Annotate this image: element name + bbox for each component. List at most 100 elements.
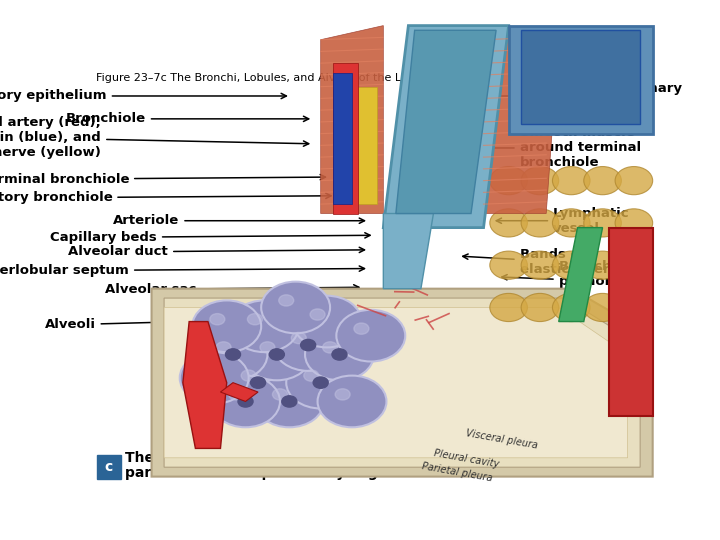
Circle shape: [552, 166, 590, 195]
Text: c: c: [105, 460, 113, 474]
Text: Respiratory bronchiole: Respiratory bronchiole: [0, 191, 331, 204]
Text: Bronchial artery (red),
vein (blue), and
nerve (yellow): Bronchial artery (red), vein (blue), and…: [0, 116, 309, 159]
Circle shape: [354, 323, 369, 334]
Circle shape: [261, 282, 330, 333]
Circle shape: [490, 251, 527, 279]
FancyBboxPatch shape: [97, 455, 121, 480]
Circle shape: [197, 365, 212, 376]
Circle shape: [521, 293, 559, 322]
Polygon shape: [320, 25, 383, 213]
Polygon shape: [383, 25, 508, 228]
Circle shape: [615, 293, 652, 322]
Circle shape: [211, 376, 280, 427]
Circle shape: [292, 296, 361, 347]
Polygon shape: [508, 25, 652, 134]
Circle shape: [552, 251, 590, 279]
Circle shape: [521, 251, 559, 279]
Polygon shape: [521, 30, 640, 124]
Circle shape: [615, 166, 652, 195]
Polygon shape: [152, 289, 652, 477]
Polygon shape: [164, 298, 640, 467]
Circle shape: [180, 352, 248, 404]
Text: Alveoli: Alveoli: [45, 316, 297, 331]
Circle shape: [241, 370, 256, 381]
Circle shape: [615, 251, 652, 279]
Circle shape: [313, 377, 328, 388]
Circle shape: [301, 340, 315, 350]
Polygon shape: [333, 63, 359, 213]
Circle shape: [192, 300, 261, 352]
Text: Capillary beds: Capillary beds: [50, 231, 370, 244]
Text: Interlobular septum: Interlobular septum: [0, 264, 364, 277]
Circle shape: [584, 251, 621, 279]
Polygon shape: [559, 228, 603, 322]
Circle shape: [287, 357, 355, 408]
Text: The structure of a single pulmonary lobule,: The structure of a single pulmonary lobu…: [125, 451, 465, 465]
Circle shape: [210, 314, 225, 325]
Circle shape: [282, 396, 297, 407]
Text: Bands of
elastic fibers: Bands of elastic fibers: [463, 248, 617, 276]
Circle shape: [230, 300, 299, 352]
Polygon shape: [183, 322, 227, 448]
Circle shape: [552, 209, 590, 237]
Circle shape: [272, 389, 287, 400]
Circle shape: [224, 357, 292, 408]
Circle shape: [199, 329, 267, 380]
Circle shape: [521, 209, 559, 237]
Text: Terminal bronchiole: Terminal bronchiole: [0, 173, 325, 186]
Text: 49: 49: [613, 466, 631, 480]
Polygon shape: [359, 87, 377, 204]
Text: Visceral pleura: Visceral pleura: [465, 428, 539, 450]
Circle shape: [336, 310, 405, 361]
Circle shape: [229, 389, 243, 400]
Polygon shape: [220, 383, 258, 401]
Circle shape: [243, 329, 311, 380]
Circle shape: [615, 209, 652, 237]
Circle shape: [323, 342, 338, 353]
Circle shape: [260, 342, 275, 353]
Circle shape: [490, 293, 527, 322]
Text: Alveolar duct: Alveolar duct: [68, 245, 364, 259]
Circle shape: [490, 209, 527, 237]
Text: Lymphatic
vessel: Lymphatic vessel: [496, 207, 630, 235]
Circle shape: [238, 396, 253, 407]
Text: Respiratory epithelium: Respiratory epithelium: [0, 90, 287, 103]
Polygon shape: [609, 228, 652, 416]
Text: Bronchiole: Bronchiole: [66, 112, 309, 125]
Polygon shape: [484, 25, 559, 213]
Circle shape: [552, 293, 590, 322]
Polygon shape: [164, 307, 628, 458]
Circle shape: [274, 319, 343, 371]
Text: part of a bronchopulmonary segment: part of a bronchopulmonary segment: [125, 466, 418, 480]
Circle shape: [332, 349, 347, 360]
Circle shape: [248, 314, 262, 325]
Text: Parietal pleura: Parietal pleura: [421, 461, 493, 483]
Text: Branch of pulmonary
artery: Branch of pulmonary artery: [454, 82, 683, 110]
Circle shape: [584, 209, 621, 237]
Text: Pleural cavity: Pleural cavity: [433, 448, 500, 469]
Circle shape: [584, 166, 621, 195]
Circle shape: [521, 166, 559, 195]
Circle shape: [305, 329, 374, 380]
Circle shape: [216, 342, 231, 353]
Circle shape: [279, 295, 294, 306]
Text: Smooth muscle
around terminal
bronchiole: Smooth muscle around terminal bronchiole: [457, 126, 641, 170]
Text: Alveolar sac: Alveolar sac: [104, 283, 359, 296]
Circle shape: [335, 389, 350, 400]
Polygon shape: [333, 72, 352, 204]
Text: Branch of
pulmonary
vein: Branch of pulmonary vein: [502, 260, 639, 302]
Circle shape: [304, 370, 319, 381]
Circle shape: [292, 333, 306, 343]
Text: Figure 23–7c The Bronchi, Lobules, and Alveoli of the Lung.: Figure 23–7c The Bronchi, Lobules, and A…: [96, 73, 426, 83]
Circle shape: [490, 166, 527, 195]
Circle shape: [310, 309, 325, 320]
Circle shape: [269, 349, 284, 360]
Circle shape: [225, 349, 240, 360]
Text: Arteriole: Arteriole: [113, 214, 364, 227]
Polygon shape: [383, 213, 433, 289]
Circle shape: [251, 377, 266, 388]
Circle shape: [255, 376, 324, 427]
Polygon shape: [396, 30, 496, 213]
Circle shape: [318, 376, 387, 427]
Circle shape: [584, 293, 621, 322]
